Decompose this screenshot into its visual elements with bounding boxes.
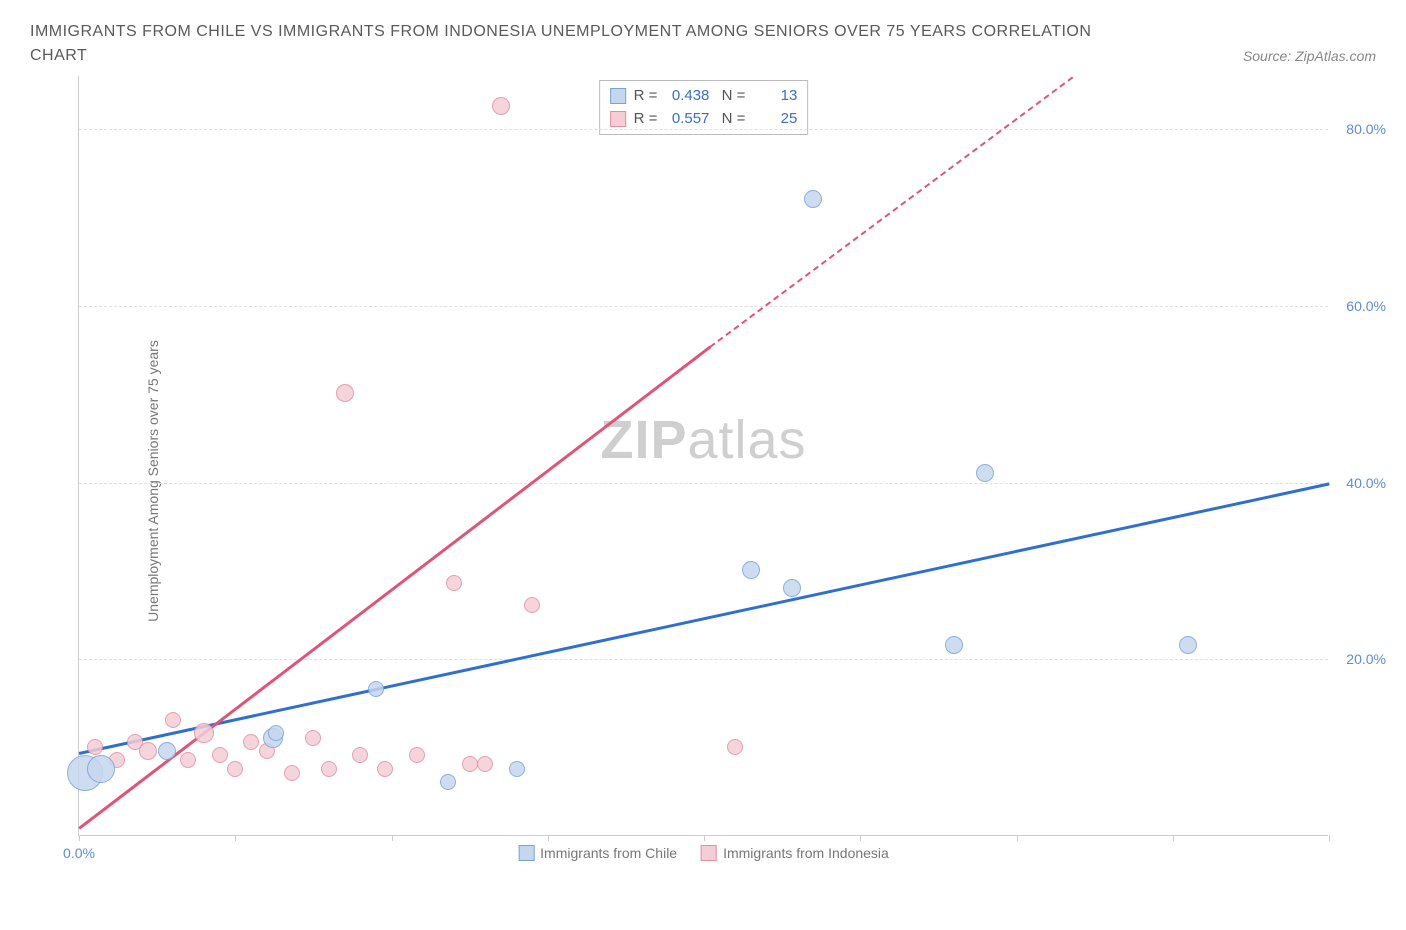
gridline [79,129,1328,130]
trend-line [79,483,1330,755]
data-point [804,190,822,208]
data-point [243,734,259,750]
data-point [783,579,801,597]
data-point [305,730,321,746]
x-tick-label: 0.0% [63,845,95,861]
data-point [87,739,103,755]
x-tick [548,835,549,841]
x-tick [1329,835,1330,841]
x-tick [79,835,80,841]
data-point [742,561,760,579]
chart-title: IMMIGRANTS FROM CHILE VS IMMIGRANTS FROM… [30,20,1130,68]
data-point [462,756,478,772]
legend-row-indonesia: R =0.557 N =25 [610,108,798,131]
data-point [524,597,540,613]
legend-item: Immigrants from Chile [518,845,677,861]
y-tick-label: 60.0% [1346,298,1386,314]
gridline [79,483,1328,484]
chart-container: Unemployment Among Seniors over 75 years… [30,76,1370,886]
data-point [212,747,228,763]
data-point [945,636,963,654]
data-point [158,742,176,760]
data-point [368,681,384,697]
x-tick [860,835,861,841]
swatch-icon [701,845,717,861]
source-label: Source: ZipAtlas.com [1243,48,1376,64]
data-point [492,97,510,115]
y-tick-label: 40.0% [1346,475,1386,491]
data-point [509,761,525,777]
legend-label: Immigrants from Indonesia [723,845,889,861]
legend-row-chile: R =0.438 N =13 [610,85,798,108]
data-point [477,756,493,772]
header: IMMIGRANTS FROM CHILE VS IMMIGRANTS FROM… [30,20,1376,68]
y-tick-label: 80.0% [1346,121,1386,137]
data-point [446,575,462,591]
x-tick [1173,835,1174,841]
data-point [321,761,337,777]
data-point [336,384,354,402]
gridline [79,306,1328,307]
data-point [440,774,456,790]
swatch-icon [518,845,534,861]
legend-label: Immigrants from Chile [540,845,677,861]
data-point [1179,636,1197,654]
data-point [727,739,743,755]
data-point [268,725,284,741]
data-point [377,761,393,777]
data-point [194,723,214,743]
correlation-legend: R =0.438 N =13 R =0.557 N =25 [599,80,809,135]
data-point [227,761,243,777]
data-point [409,747,425,763]
series-legend: Immigrants from Chile Immigrants from Ind… [518,845,889,861]
x-tick [392,835,393,841]
data-point [139,742,157,760]
data-point [284,765,300,781]
plot-area: ZIPatlas R =0.438 N =13 R =0.557 N =25 2… [78,76,1328,836]
data-point [87,755,115,783]
watermark: ZIPatlas [600,409,806,471]
data-point [180,752,196,768]
x-tick [1017,835,1018,841]
data-point [976,464,994,482]
gridline [79,659,1328,660]
swatch-icon [610,88,626,104]
swatch-icon [610,111,626,127]
y-tick-label: 20.0% [1346,651,1386,667]
x-tick [235,835,236,841]
data-point [352,747,368,763]
legend-item: Immigrants from Indonesia [701,845,889,861]
data-point [165,712,181,728]
x-tick [704,835,705,841]
